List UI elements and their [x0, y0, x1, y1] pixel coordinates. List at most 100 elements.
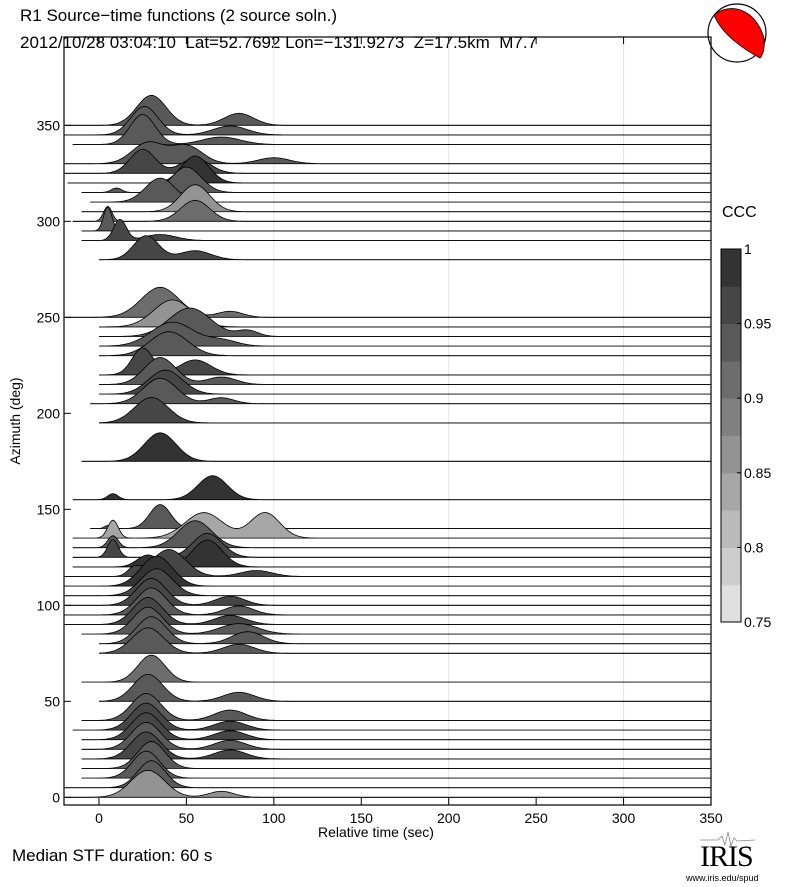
stf-trace: [81, 218, 711, 241]
stf-fill: [64, 578, 711, 606]
stf-fill: [98, 331, 712, 356]
y-tick-label: 200: [37, 405, 61, 421]
y-tick-label: 50: [44, 693, 60, 709]
stf-fill: [64, 770, 711, 798]
stf-trace: [98, 616, 712, 645]
colorbar-tick-label: 0.95: [744, 316, 771, 332]
stf-fill: [72, 520, 711, 548]
stf-fill: [81, 655, 711, 683]
stf-fill: [72, 539, 711, 567]
stf-trace: [64, 105, 711, 136]
chart-title: R1 Source−time functions (2 source soln.…: [20, 6, 338, 25]
x-tick-label: 350: [699, 810, 723, 826]
colorbar-frame: [720, 248, 742, 623]
stf-trace: [81, 693, 711, 721]
stf-outline: [98, 627, 711, 654]
stf-fill: [81, 693, 711, 721]
colorbar-band: [721, 286, 741, 325]
beachball-icon: [707, 3, 767, 63]
colorbar-tick-label: 0.75: [744, 614, 771, 630]
stf-trace: [81, 731, 711, 760]
stf-fill: [98, 674, 712, 702]
colorbar: 0.75 0.8 0.85 0.9 0.95 1: [720, 241, 771, 630]
colorbar-band: [721, 360, 741, 399]
iris-logo: IRIS: [700, 840, 754, 873]
stf-trace: [64, 141, 711, 165]
y-tick-label: 250: [37, 309, 61, 325]
colorbar-tick-label: 0.85: [744, 465, 771, 481]
colorbar-band: [721, 584, 741, 623]
colorbar-band: [721, 323, 741, 362]
colorbar-tick-label: 1: [744, 241, 752, 257]
stf-trace: [72, 702, 711, 731]
stf-fill: [81, 607, 711, 635]
stf-fill: [64, 549, 711, 577]
stf-fill: [98, 235, 712, 260]
colorbar-band: [721, 435, 741, 474]
colorbar-tick-label: 0.8: [744, 539, 764, 555]
stf-fill: [81, 184, 711, 212]
x-tick-label: 0: [95, 810, 103, 826]
stf-trace: [81, 432, 711, 462]
stf-trace: [98, 396, 712, 424]
stf-trace: [98, 235, 712, 261]
colorbar-band: [721, 472, 741, 511]
stf-fill: [72, 114, 711, 145]
y-tick-label: 150: [37, 501, 61, 517]
stf-fill: [64, 568, 711, 596]
stf-fill: [64, 106, 711, 135]
stf-fill: [64, 95, 711, 126]
plot-area: 0 50 100 150 200 250 300 350 0 50 100 150 200 250 300 3…: [37, 36, 723, 826]
x-axis-label: Relative time (sec): [318, 824, 434, 840]
stf-trace: [81, 206, 711, 232]
median-duration: Median STF duration: 60 s: [12, 846, 213, 865]
stf-fill: [81, 219, 711, 241]
stf-fill: [67, 155, 711, 183]
stf-trace: [72, 520, 711, 549]
stf-trace: [72, 475, 711, 501]
stf-fill: [64, 141, 711, 164]
x-tick-label: 100: [262, 810, 286, 826]
iris-seismogram-icon: [700, 831, 756, 848]
colorbar-band: [721, 249, 741, 287]
stf-fill: [90, 504, 711, 529]
stf-trace: [64, 769, 711, 798]
y-tick-label: 0: [52, 789, 60, 805]
stf-trace: [72, 199, 711, 222]
colorbar-label: CCC: [722, 204, 757, 221]
y-tick-label: 350: [37, 117, 61, 133]
plot-frame: [63, 36, 712, 806]
stf-fill: [64, 587, 711, 615]
stf-trace: [81, 654, 711, 683]
stf-fill: [81, 731, 711, 759]
stf-fill: [72, 475, 711, 500]
stf-trace: [98, 673, 712, 702]
stf-fill: [98, 397, 712, 423]
stf-fill: [64, 597, 711, 625]
x-tick-label: 150: [350, 810, 374, 826]
stf-fill: [90, 178, 711, 203]
stf-fill: [72, 200, 711, 222]
stf-trace: [81, 606, 711, 635]
stf-outline: [72, 475, 711, 501]
y-axis-label: Azimuth (deg): [7, 377, 23, 464]
stf-trace: [98, 331, 712, 357]
x-tick-label: 300: [612, 810, 636, 826]
x-tick-label: 50: [179, 810, 195, 826]
stf-fill: [98, 627, 712, 654]
iris-url: www.iris.edu/spud: [686, 873, 759, 883]
stf-fill: [98, 616, 712, 644]
colorbar-tick-label: 0.9: [744, 390, 764, 406]
stf-fill: [72, 512, 711, 539]
stf-trace: [64, 587, 711, 616]
x-tick-label: 250: [524, 810, 548, 826]
stf-trace: [64, 597, 711, 625]
stf-fill: [72, 703, 711, 731]
x-tick-label: 200: [437, 810, 461, 826]
colorbar-band: [721, 547, 741, 586]
stf-trace: [64, 94, 711, 126]
stf-fill: [98, 299, 712, 327]
colorbar-band: [721, 510, 741, 548]
